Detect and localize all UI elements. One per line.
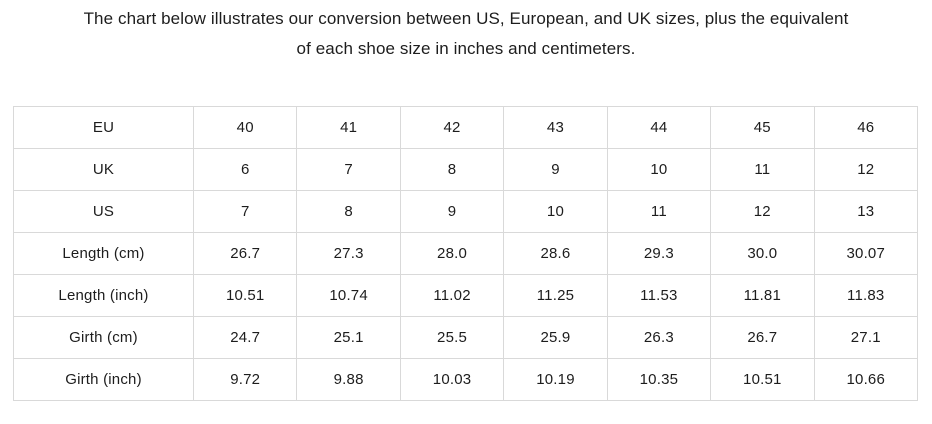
value-cell: 28.6 <box>503 232 608 275</box>
value-cell: 13 <box>813 190 919 233</box>
table-row: Girth (cm) 24.7 25.1 25.5 25.9 26.3 26.7 27.1 <box>13 316 919 359</box>
table-row: UK 6 7 8 9 10 11 12 <box>13 148 919 191</box>
table-row: Length (cm) 26.7 27.3 28.0 28.6 29.3 30.0 30.07 <box>13 232 919 275</box>
page-title-line-1: The chart below illustrates our conversi… <box>83 9 849 28</box>
size-conversion-table: EU 40 41 42 43 44 45 46 UK 6 7 8 9 10 11 12 US 7 8 9 10 11 12 1… <box>13 106 919 401</box>
value-cell: 10.51 <box>192 274 298 317</box>
value-cell: 25.5 <box>399 316 505 359</box>
table-row: Girth (inch) 9.72 9.88 10.03 10.19 10.35 10.51… <box>13 358 919 401</box>
value-cell: 9.72 <box>192 358 298 401</box>
value-cell: 10.51 <box>710 358 815 401</box>
value-cell: 6 <box>192 148 298 191</box>
value-cell: 43 <box>503 106 608 149</box>
value-cell: 27.3 <box>296 232 401 275</box>
value-cell: 8 <box>296 190 401 233</box>
value-cell: 25.1 <box>296 316 401 359</box>
value-cell: 46 <box>813 106 919 149</box>
value-cell: 10.03 <box>399 358 505 401</box>
value-cell: 9 <box>503 148 608 191</box>
value-cell: 11 <box>606 190 712 233</box>
value-cell: 27.1 <box>813 316 919 359</box>
value-cell: 10.66 <box>813 358 919 401</box>
value-cell: 10 <box>503 190 608 233</box>
row-label-cell: Length (inch) <box>13 274 194 317</box>
value-cell: 7 <box>192 190 298 233</box>
row-label-cell: EU <box>13 106 194 149</box>
value-cell: 42 <box>399 106 505 149</box>
row-label-cell: UK <box>13 148 194 191</box>
value-cell: 7 <box>296 148 401 191</box>
value-cell: 11.83 <box>813 274 919 317</box>
value-cell: 26.3 <box>606 316 712 359</box>
value-cell: 25.9 <box>503 316 608 359</box>
row-label-cell: Length (cm) <box>13 232 194 275</box>
value-cell: 11.53 <box>606 274 712 317</box>
value-cell: 40 <box>192 106 298 149</box>
value-cell: 44 <box>606 106 712 149</box>
page-title-line-2: of each shoe size in inches and centimet… <box>296 39 636 58</box>
value-cell: 45 <box>710 106 815 149</box>
value-cell: 9 <box>399 190 505 233</box>
value-cell: 41 <box>296 106 401 149</box>
value-cell: 10 <box>606 148 712 191</box>
value-cell: 28.0 <box>399 232 505 275</box>
value-cell: 8 <box>399 148 505 191</box>
page-title: The chart below illustrates our conversi… <box>0 4 932 64</box>
value-cell: 11.02 <box>399 274 505 317</box>
value-cell: 10.19 <box>503 358 608 401</box>
value-cell: 12 <box>813 148 919 191</box>
value-cell: 26.7 <box>192 232 298 275</box>
value-cell: 24.7 <box>192 316 298 359</box>
table-row: Length (inch) 10.51 10.74 11.02 11.25 11.53 11… <box>13 274 919 317</box>
row-label-cell: Girth (inch) <box>13 358 194 401</box>
value-cell: 11.81 <box>710 274 815 317</box>
value-cell: 9.88 <box>296 358 401 401</box>
table-row: US 7 8 9 10 11 12 13 <box>13 190 919 233</box>
value-cell: 10.74 <box>296 274 401 317</box>
value-cell: 30.0 <box>710 232 815 275</box>
value-cell: 11 <box>710 148 815 191</box>
value-cell: 29.3 <box>606 232 712 275</box>
row-label-cell: US <box>13 190 194 233</box>
value-cell: 11.25 <box>503 274 608 317</box>
value-cell: 30.07 <box>813 232 919 275</box>
value-cell: 26.7 <box>710 316 815 359</box>
table-row: EU 40 41 42 43 44 45 46 <box>13 106 919 149</box>
row-label-cell: Girth (cm) <box>13 316 194 359</box>
value-cell: 10.35 <box>606 358 712 401</box>
value-cell: 12 <box>710 190 815 233</box>
